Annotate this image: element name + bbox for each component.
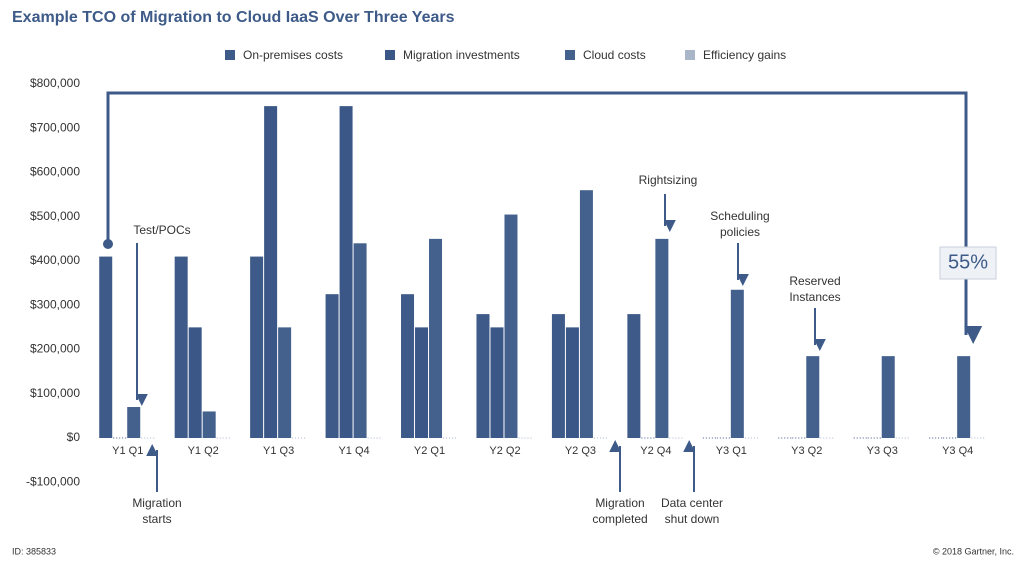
bar xyxy=(490,327,504,438)
bar xyxy=(174,256,188,438)
footer-right: © 2018 Gartner, Inc. xyxy=(933,546,1014,556)
x-tick-label: Y3 Q2 xyxy=(791,445,822,457)
legend-marker xyxy=(385,50,395,60)
bar xyxy=(504,214,518,438)
x-tick-label: Y3 Q3 xyxy=(867,445,898,457)
y-tick-label: $600,000 xyxy=(30,165,80,179)
y-tick-label: -$100,000 xyxy=(26,474,80,488)
y-tick-label: $400,000 xyxy=(30,253,80,267)
bar xyxy=(339,106,353,438)
bar xyxy=(401,294,415,438)
annotation: policies xyxy=(720,225,760,239)
bar xyxy=(881,356,895,438)
bar xyxy=(325,294,339,438)
legend-marker xyxy=(685,50,695,60)
y-tick-label: $100,000 xyxy=(30,386,80,400)
bar xyxy=(264,106,278,438)
footer-left: ID: 385833 xyxy=(12,546,56,556)
annotation-box xyxy=(939,246,997,280)
legend-marker xyxy=(565,50,575,60)
bar xyxy=(429,238,443,438)
annotation: Instances xyxy=(789,290,840,304)
annotation: Rightsizing xyxy=(639,173,698,187)
bar xyxy=(551,314,565,438)
annotation: starts xyxy=(142,512,171,526)
bar xyxy=(202,411,216,438)
x-tick-label: Y2 Q2 xyxy=(489,445,520,457)
bar xyxy=(476,314,490,438)
x-tick-label: Y1 Q1 xyxy=(112,445,143,457)
y-tick-label: $200,000 xyxy=(30,342,80,356)
y-tick-label: $700,000 xyxy=(30,120,80,134)
x-tick-label: Y2 Q3 xyxy=(565,445,596,457)
x-tick-label: Y2 Q4 xyxy=(640,445,671,457)
bracket xyxy=(106,91,983,344)
annotation: completed xyxy=(592,512,647,526)
x-tick-label: Y3 Q4 xyxy=(942,445,973,457)
bar xyxy=(730,289,744,438)
bar xyxy=(278,327,292,438)
bar xyxy=(188,327,202,438)
annotation: 55% xyxy=(948,251,988,273)
bar xyxy=(99,256,113,438)
bar xyxy=(957,356,971,438)
y-tick-label: $500,000 xyxy=(30,209,80,223)
annotation: Scheduling xyxy=(710,209,769,223)
legend-label: Efficiency gains xyxy=(703,48,786,62)
legend-marker xyxy=(225,50,235,60)
bar xyxy=(579,190,593,438)
legend-label: Cloud costs xyxy=(583,48,646,62)
bar xyxy=(250,256,264,438)
bar xyxy=(806,356,820,438)
y-tick-label: $300,000 xyxy=(30,297,80,311)
bar xyxy=(415,327,429,438)
annotation: Test/POCs xyxy=(133,223,190,237)
bracket-dot xyxy=(103,239,113,249)
annotation: Migration xyxy=(595,496,644,510)
bar xyxy=(353,243,367,438)
legend-label: Migration investments xyxy=(403,48,520,62)
bar xyxy=(565,327,579,438)
bar xyxy=(127,407,141,438)
annotation: Data center xyxy=(661,496,723,510)
legend-label: On-premises costs xyxy=(243,48,343,62)
y-tick-label: $800,000 xyxy=(30,76,80,90)
x-tick-label: Y3 Q1 xyxy=(716,445,747,457)
bar xyxy=(627,314,641,438)
annotation: Migration xyxy=(132,496,181,510)
x-tick-label: Y2 Q1 xyxy=(414,445,445,457)
bar xyxy=(655,238,669,438)
annotation: Reserved xyxy=(789,274,840,288)
x-tick-label: Y1 Q3 xyxy=(263,445,294,457)
x-tick-label: Y1 Q4 xyxy=(338,445,369,457)
x-tick-label: Y1 Q2 xyxy=(188,445,219,457)
y-tick-label: $0 xyxy=(67,430,81,444)
chart-title: Example TCO of Migration to Cloud IaaS O… xyxy=(12,9,455,26)
annotation: shut down xyxy=(665,512,720,526)
